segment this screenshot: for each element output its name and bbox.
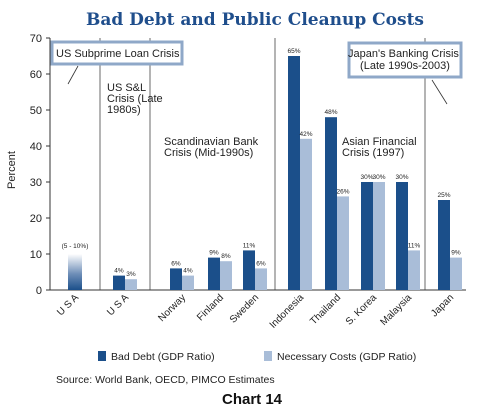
- bar: [408, 250, 420, 290]
- bar-value-label: 30%: [395, 174, 408, 181]
- category-label: Japan: [429, 292, 456, 319]
- category-label: Thailand: [308, 292, 343, 327]
- bar: [396, 182, 408, 290]
- bar-value-label: 11%: [243, 242, 256, 249]
- legend-label-necessary-costs: Necessary Costs (GDP Ratio): [277, 351, 416, 363]
- bar-value-label: 42%: [299, 131, 312, 138]
- y-tick-label: 70: [30, 33, 42, 45]
- japan-pointer: [431, 79, 448, 105]
- bar: [170, 268, 182, 290]
- source-note: Source: World Bank, OECD, PIMCO Estimate…: [56, 374, 275, 386]
- y-tick-label: 30: [30, 177, 42, 189]
- bar-value-label: 4%: [114, 268, 124, 275]
- bar: [220, 261, 232, 290]
- y-tick-label: 40: [30, 141, 42, 153]
- bar: [255, 268, 267, 290]
- y-ticks: 0 10 20 30 40 50 60 70: [30, 33, 50, 297]
- japan-label: Japan's Banking Crisis (Late 1990s-2003): [348, 48, 462, 72]
- y-tick-label: 0: [36, 285, 42, 297]
- chart-title: Bad Debt and Public Cleanup Costs: [86, 10, 424, 30]
- bar-value-label: 9%: [451, 250, 461, 257]
- bar-value-label: 30%: [360, 174, 373, 181]
- bar-value-label: 25%: [437, 192, 450, 199]
- legend-swatch-bad-debt: [98, 351, 106, 361]
- y-tick-label: 10: [30, 249, 42, 261]
- bar: [300, 138, 312, 290]
- y-axis-label: Percent: [6, 151, 18, 189]
- bar: [373, 182, 385, 290]
- category-label: U S A: [55, 292, 81, 318]
- bar-value-label: 48%: [324, 109, 337, 116]
- bar: [337, 196, 349, 290]
- y-tick-label: 60: [30, 69, 42, 81]
- us-subprime-box: [50, 40, 184, 66]
- bar: [125, 279, 137, 290]
- bar: [361, 182, 373, 290]
- us-sl-label: US S&L Crisis (Late 1980s): [107, 82, 166, 116]
- bar: [325, 117, 337, 290]
- bars: 4%3%6%4%9%8%11%6%65%42%48%26%30%30% 30%11…: [62, 48, 462, 290]
- bar: [208, 257, 220, 290]
- us-subprime-label: US Subprime Loan Crisis: [56, 48, 180, 60]
- category-label: Indonesia: [268, 292, 307, 331]
- legend-swatch-necessary-costs: [264, 351, 272, 361]
- us-sl-line: Crisis (Late: [107, 93, 163, 105]
- category-label: Malaysia: [378, 292, 414, 328]
- scandinavian-line: Crisis (Mid-1990s): [164, 147, 253, 159]
- asian-label: Asian Financial Crisis (1997): [342, 136, 420, 159]
- japan-line: Japan's Banking Crisis: [348, 48, 459, 60]
- category-labels: U S A U S A Norway Finland Sweden Indonesia Th…: [55, 292, 456, 331]
- legend-label-bad-debt: Bad Debt (GDP Ratio): [111, 351, 215, 363]
- scandinavian-line: Scandinavian Bank: [164, 136, 259, 148]
- bar: [113, 275, 125, 290]
- bar-value-label: 11%: [408, 242, 421, 249]
- bar-value-label: 65%: [287, 48, 300, 55]
- y-tick-label: 20: [30, 213, 42, 225]
- bar-value-label: 4%: [183, 268, 193, 275]
- category-label: Finland: [195, 292, 226, 323]
- us-subprime-pointer: [67, 65, 79, 85]
- japan-box: [347, 41, 463, 79]
- bar: [182, 275, 194, 290]
- bar: [438, 200, 450, 290]
- chart-caption: Chart 14: [222, 391, 283, 408]
- bar: [450, 257, 462, 290]
- bar-value-label: 6%: [171, 260, 181, 267]
- range-bar-label: (5 - 10%): [62, 243, 89, 250]
- bar-value-label: 26%: [336, 188, 349, 195]
- asian-line: Asian Financial: [342, 136, 417, 148]
- category-label: U S A: [105, 292, 131, 318]
- category-label: Sweden: [228, 292, 261, 325]
- y-tick-label: 50: [30, 105, 42, 117]
- scandinavian-label: Scandinavian Bank Crisis (Mid-1990s): [164, 136, 261, 159]
- asian-line: Crisis (1997): [342, 147, 404, 159]
- japan-line: (Late 1990s-2003): [360, 60, 450, 72]
- us-sl-line: US S&L: [107, 82, 146, 94]
- category-label: Norway: [156, 292, 188, 324]
- category-label: S. Korea: [344, 292, 380, 328]
- range-bar: [68, 254, 82, 290]
- bar-value-label: 3%: [126, 271, 136, 278]
- bar-value-label: 9%: [209, 250, 219, 257]
- bar-value-label: 6%: [256, 260, 266, 267]
- bar-value-label: 8%: [221, 253, 231, 260]
- bar: [243, 250, 255, 290]
- bar-value-label: 30%: [372, 174, 385, 181]
- us-sl-line: 1980s): [107, 104, 141, 116]
- bar: [288, 56, 300, 290]
